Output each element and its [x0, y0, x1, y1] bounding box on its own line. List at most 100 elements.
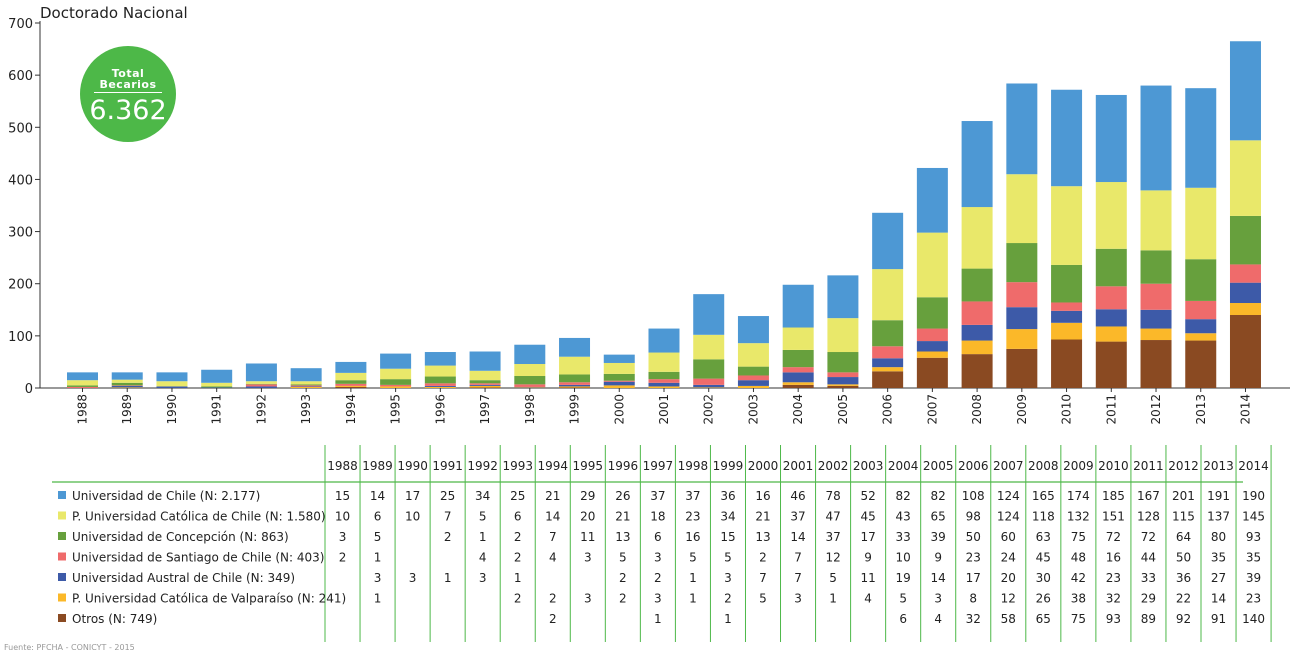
bar-segment — [1051, 89, 1083, 187]
table-year-header: 1996 — [608, 459, 639, 473]
bar-segment — [961, 268, 993, 302]
bar-segment — [782, 384, 814, 388]
bar-segment — [1229, 303, 1261, 315]
bar-segment — [1140, 85, 1172, 191]
bar-segment — [1006, 329, 1038, 349]
bar-segment — [290, 386, 322, 388]
table-cell: 25 — [510, 489, 525, 503]
table-cell: 65 — [1036, 612, 1051, 626]
table-year-header: 2003 — [853, 459, 884, 473]
table-cell: 22 — [1176, 592, 1191, 606]
bar-segment — [380, 384, 412, 387]
x-tick-label: 1997 — [478, 394, 492, 425]
y-tick-label: 0 — [25, 382, 33, 397]
bar-segment — [559, 387, 591, 388]
table-cell: 5 — [619, 551, 627, 565]
bar-segment — [1185, 333, 1217, 341]
bar-segment — [648, 371, 680, 380]
x-tick-label: 1989 — [120, 394, 134, 425]
bar-segment — [111, 385, 143, 388]
table-cell: 151 — [1102, 510, 1125, 524]
bar-segment — [961, 207, 993, 269]
bar-segment — [1006, 348, 1038, 388]
bar-segment — [1051, 339, 1083, 388]
table-cell: 2 — [654, 571, 662, 585]
bar-segment — [737, 375, 769, 381]
bar-segment — [603, 362, 635, 374]
table-cell: 37 — [685, 489, 700, 503]
table-cell: 29 — [1141, 592, 1156, 606]
table-cell: 4 — [479, 551, 487, 565]
table-cell: 11 — [860, 571, 875, 585]
bar-segment — [156, 372, 188, 382]
table-cell: 23 — [1246, 592, 1261, 606]
table-cell: 12 — [1001, 592, 1016, 606]
x-tick-label: 2013 — [1194, 394, 1208, 425]
table-cell: 6 — [514, 510, 522, 524]
bar-segment — [424, 365, 456, 377]
table-cell: 36 — [1176, 571, 1191, 585]
bar-segment — [872, 212, 904, 270]
table-year-header: 2010 — [1098, 459, 1129, 473]
table-cell: 92 — [1176, 612, 1191, 626]
table-cell: 35 — [1246, 551, 1261, 565]
table-cell: 47 — [825, 510, 840, 524]
table-cell: 1 — [479, 530, 487, 544]
table-cell: 16 — [755, 489, 770, 503]
bar-segment — [693, 359, 725, 379]
bar-segment — [1095, 248, 1127, 287]
table-cell: 1 — [514, 571, 522, 585]
bar-segment — [1229, 315, 1261, 388]
table-cell: 26 — [615, 489, 630, 503]
bar-segment — [245, 386, 277, 388]
bar-segment — [1006, 174, 1038, 244]
bar-segment — [335, 386, 367, 388]
legend-swatch — [58, 593, 66, 602]
bar-segment — [559, 337, 591, 357]
bar-segment — [380, 353, 412, 369]
bar-segment — [693, 378, 725, 385]
table-cell: 165 — [1032, 489, 1055, 503]
x-tick-label: 1990 — [165, 394, 179, 425]
table-cell: 50 — [966, 530, 981, 544]
bar-segment — [737, 385, 769, 388]
table-cell: 7 — [549, 530, 557, 544]
table-cell: 46 — [790, 489, 805, 503]
table-cell: 60 — [1001, 530, 1016, 544]
badge-line2: Becarios — [99, 78, 157, 91]
table-cell: 64 — [1176, 530, 1191, 544]
table-cell: 2 — [759, 551, 767, 565]
legend-label: Universidad de Santiago de Chile (N: 403… — [72, 551, 324, 565]
table-cell: 45 — [860, 510, 875, 524]
table-year-header: 2005 — [923, 459, 954, 473]
badge-rule — [94, 92, 162, 93]
table-cell: 27 — [1211, 571, 1226, 585]
table-cell: 52 — [860, 489, 875, 503]
legend-label: P. Universidad Católica de Valparaíso (N… — [72, 592, 346, 606]
x-tick-label: 2006 — [881, 394, 895, 425]
bar-segment — [469, 383, 501, 385]
bar-segment — [1140, 283, 1172, 310]
table-cell: 14 — [931, 571, 946, 585]
bar-segment — [827, 385, 859, 388]
bar-segment — [961, 301, 993, 325]
bar-segment — [469, 380, 501, 384]
bar-segment — [916, 357, 948, 388]
bar-segment — [1051, 264, 1083, 303]
table-cell: 174 — [1067, 489, 1090, 503]
table-cell: 9 — [864, 551, 872, 565]
x-tick-label: 1993 — [299, 394, 313, 425]
table-cell: 13 — [615, 530, 630, 544]
table-cell: 44 — [1141, 551, 1156, 565]
table-cell: 2 — [549, 612, 557, 626]
bar-segment — [872, 367, 904, 372]
table-cell: 82 — [896, 489, 911, 503]
bar-segment — [245, 381, 277, 384]
bar-segment — [648, 352, 680, 372]
table-cell: 201 — [1172, 489, 1195, 503]
bar-segment — [782, 284, 814, 328]
table-cell: 33 — [1141, 571, 1156, 585]
table-cell: 7 — [794, 551, 802, 565]
table-cell: 21 — [615, 510, 630, 524]
bar-segment — [67, 386, 98, 388]
